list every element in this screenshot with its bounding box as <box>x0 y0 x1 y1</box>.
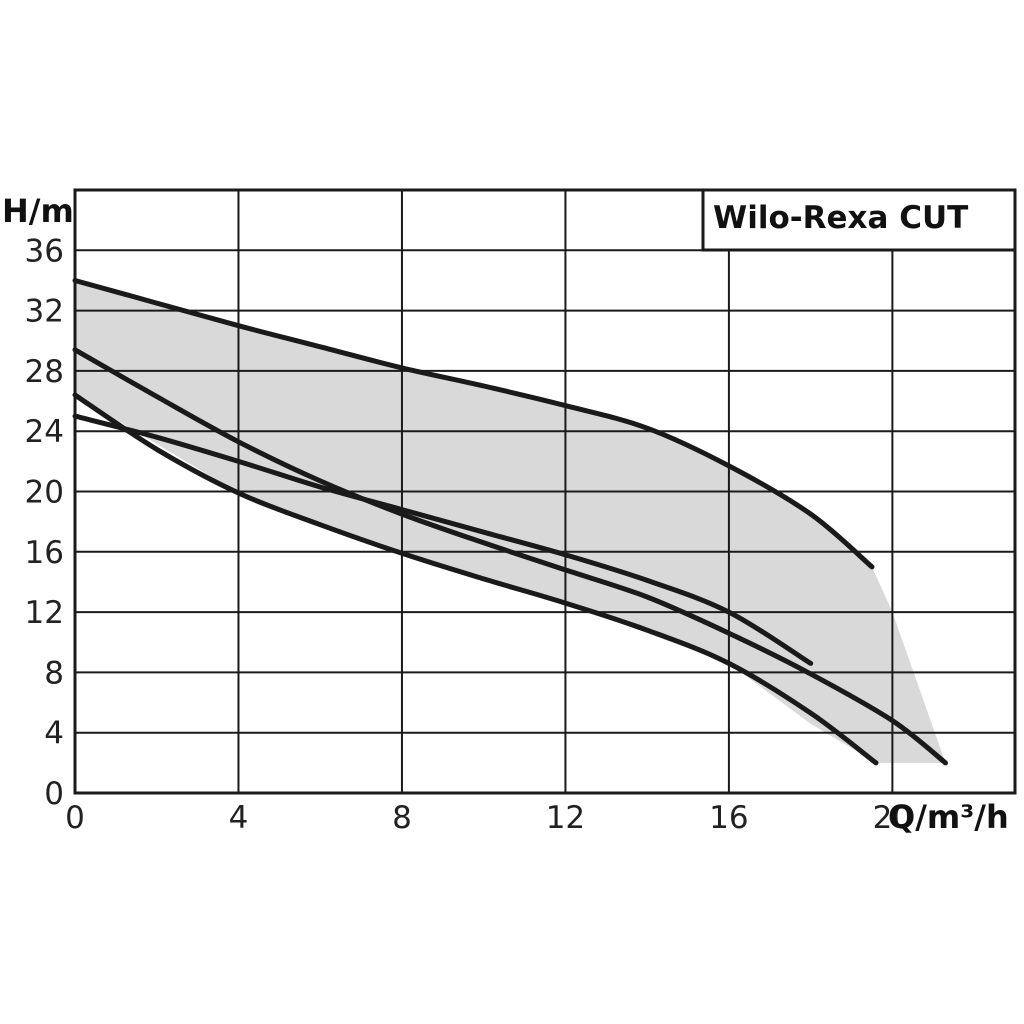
y-tick-label: 24 <box>25 414 64 450</box>
pump-curve-4 <box>72 392 879 766</box>
y-tick-label: 8 <box>44 655 64 691</box>
y-tick-label: 36 <box>25 233 64 269</box>
y-tick-label: 12 <box>25 595 64 631</box>
x-tick-label: 16 <box>709 800 748 836</box>
x-tick-label: 4 <box>229 800 249 836</box>
title-box-frame <box>701 188 1017 252</box>
pump-curve-2 <box>72 347 948 766</box>
y-tick-label: 4 <box>44 716 64 752</box>
x-tick-label: 0 <box>65 800 85 836</box>
plot-border <box>73 188 1017 795</box>
y-tick-label: 0 <box>44 776 64 812</box>
y-tick-label: 20 <box>25 475 64 511</box>
x-tick-label: 12 <box>546 800 585 836</box>
y-axis-label: H/m <box>2 192 74 230</box>
title-box: Wilo-Rexa CUT <box>701 188 1017 252</box>
y-tick-label: 16 <box>25 535 64 571</box>
x-tick-label: 20 <box>873 800 912 836</box>
x-tick-labels: 0 4 8 12 16 20 <box>65 800 912 836</box>
y-tick-labels: 0 4 8 12 16 20 24 28 32 36 <box>25 233 64 812</box>
y-tick-label: 32 <box>25 294 64 330</box>
plot-frame <box>73 188 1017 795</box>
operating-range-area <box>75 280 946 763</box>
curves <box>72 278 948 766</box>
chart-title: Wilo-Rexa CUT <box>713 200 968 236</box>
y-tick-label: 28 <box>25 354 64 390</box>
operating-range-fill <box>75 280 946 763</box>
pump-curve-3 <box>72 413 814 666</box>
pump-curve-1 <box>72 278 875 570</box>
x-tick-label: 8 <box>392 800 412 836</box>
x-axis-label: Q/m³/h <box>888 798 1009 836</box>
